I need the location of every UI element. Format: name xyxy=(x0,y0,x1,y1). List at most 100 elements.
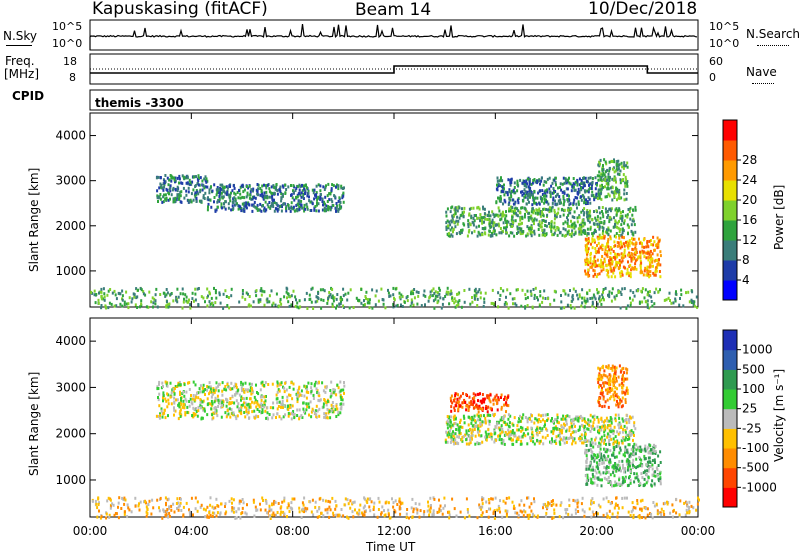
velocity-echo-pixel xyxy=(251,388,254,392)
power-echo-pixel xyxy=(531,181,534,185)
power-echo-pixel xyxy=(195,196,198,200)
power-echo-pixel xyxy=(348,306,351,310)
velocity-echo-pixel xyxy=(470,400,473,404)
velocity-echo-pixel xyxy=(604,381,607,385)
velocity-echo-pixel xyxy=(584,419,586,423)
velocity-echo-pixel xyxy=(225,415,228,419)
velocity-echo-pixel xyxy=(167,398,170,402)
power-echo-pixel xyxy=(615,235,617,239)
power-echo-pixel xyxy=(613,240,616,244)
velocity-echo-pixel xyxy=(457,428,460,432)
power-echo-pixel xyxy=(642,238,645,242)
power-echo-pixel xyxy=(587,196,590,200)
power-echo-pixel xyxy=(597,188,600,192)
velocity-echo-pixel xyxy=(500,405,503,409)
power-echo-pixel xyxy=(626,184,629,188)
power-echo-pixel xyxy=(631,237,633,241)
power-echo-pixel xyxy=(191,291,194,295)
velocity-echo-pixel xyxy=(619,446,622,450)
velocity-echo-pixel xyxy=(161,415,164,419)
power-echo-pixel xyxy=(669,299,671,302)
power-echo-pixel xyxy=(608,207,611,211)
velocity-echo-pixel xyxy=(596,483,599,487)
power-echo-pixel xyxy=(248,184,251,188)
power-echo-pixel xyxy=(320,306,323,310)
power-echo-pixel xyxy=(260,190,263,194)
velocity-echo-pixel xyxy=(601,393,604,397)
velocity-echo-pixel xyxy=(577,437,580,441)
velocity-echo-pixel xyxy=(450,405,453,409)
power-echo-pixel xyxy=(196,190,199,194)
velocity-echo-pixel xyxy=(486,410,489,414)
power-echo-pixel xyxy=(628,210,631,213)
power-echo-pixel xyxy=(634,230,637,234)
power-echo-pixel xyxy=(331,305,334,308)
power-echo-pixel xyxy=(580,210,583,214)
power-echo-pixel xyxy=(523,192,525,196)
power-echo-pixel xyxy=(540,199,543,203)
power-echo-pixel xyxy=(200,200,203,204)
power-echo-pixel xyxy=(596,288,598,292)
power-echo-pixel xyxy=(580,229,583,233)
velocity-echo-pixel xyxy=(276,384,279,388)
velocity-echo-pixel xyxy=(453,417,455,421)
power-echo-pixel xyxy=(503,213,506,217)
power-echo-pixel xyxy=(299,193,302,197)
power-echo-pixel xyxy=(493,229,496,233)
velocity-echo-pixel xyxy=(448,416,451,420)
power-echo-pixel xyxy=(219,301,222,305)
power-echo-pixel xyxy=(588,183,590,187)
velocity-echo-pixel xyxy=(641,476,644,480)
power-echo-pixel xyxy=(511,231,514,235)
power-echo-pixel xyxy=(620,233,623,237)
power-echo-pixel xyxy=(227,206,230,210)
power-echo-pixel xyxy=(559,214,562,218)
power-echo-pixel xyxy=(244,297,247,301)
nsky-tick-top: 10^5 xyxy=(52,20,83,33)
velocity-echo-pixel xyxy=(236,405,239,409)
velocity-echo-pixel xyxy=(466,404,469,408)
velocity-echo-pixel xyxy=(179,401,182,405)
velocity-echo-pixel xyxy=(457,393,459,397)
power-echo-pixel xyxy=(502,230,504,234)
power-echo-pixel xyxy=(557,207,560,211)
power-echo-pixel xyxy=(592,260,595,264)
velocity-echo-pixel xyxy=(472,400,475,404)
power-echo-pixel xyxy=(197,177,200,180)
velocity-echo-pixel xyxy=(642,471,645,475)
velocity-echo-pixel xyxy=(559,437,562,441)
power-echo-pixel xyxy=(601,186,604,189)
power-echo-pixel xyxy=(572,297,575,301)
velocity-echo-pixel xyxy=(542,418,544,422)
power-echo-pixel xyxy=(553,225,556,229)
power-echo-pixel xyxy=(584,229,587,233)
power-echo-pixel xyxy=(375,289,378,293)
power-echo-pixel xyxy=(586,202,589,205)
power-echo-pixel xyxy=(607,213,610,217)
velocity-echo-pixel xyxy=(167,402,170,406)
velocity-echo-pixel xyxy=(640,458,643,462)
velocity-echo-pixel xyxy=(649,465,652,468)
velocity-echo-pixel xyxy=(454,422,457,425)
velocity-echo-pixel xyxy=(225,388,228,392)
power-echo-pixel xyxy=(655,269,658,273)
velocity-echo-pixel xyxy=(501,427,504,431)
power-echo-pixel xyxy=(201,179,204,183)
power-echo-pixel xyxy=(121,298,124,302)
power-echo-pixel xyxy=(317,209,320,213)
power-echo-pixel xyxy=(477,290,480,294)
power-echo-pixel xyxy=(178,181,180,185)
nsky-line-key xyxy=(6,45,32,46)
power-echo-pixel xyxy=(550,209,553,213)
velocity-echo-pixel xyxy=(586,439,589,443)
power-echo-pixel xyxy=(191,180,194,184)
velocity-echo-pixel xyxy=(245,410,248,413)
power-echo-pixel xyxy=(290,184,292,187)
power-echo-pixel xyxy=(498,231,501,235)
velocity-echo-pixel xyxy=(457,407,460,411)
velocity-echo-pixel xyxy=(484,407,487,410)
velocity-echo-pixel xyxy=(529,417,531,421)
velocity-echo-pixel xyxy=(298,391,301,395)
velocity-echo-pixel xyxy=(450,415,452,419)
power-echo-pixel xyxy=(552,196,555,200)
